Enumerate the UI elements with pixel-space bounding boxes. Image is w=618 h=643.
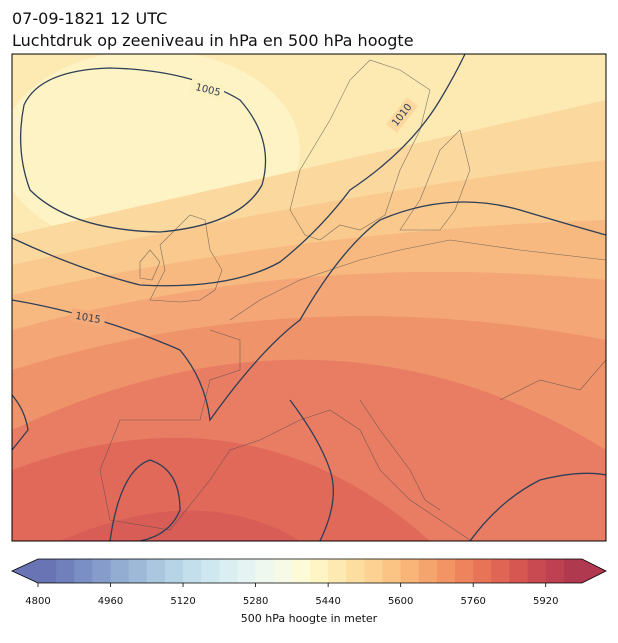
coastline [229,239,606,321]
colorbar-extend-low [12,559,38,583]
map-title: Luchtdruk op zeeniveau in hPa en 500 hPa… [12,31,414,50]
colorbar-bin [346,559,365,583]
colorbar-bin [400,559,420,583]
colorbar-bin [164,559,184,583]
colorbar-extend-high [582,559,606,583]
coastline [99,329,471,541]
contour-label-bg [70,308,106,328]
colorbar-tick-label: 5920 [533,596,558,607]
colorbar-bin [310,559,329,583]
coastline [149,214,223,303]
contour-label-bg [386,97,418,133]
colorbar-bin [237,559,257,583]
colorbar-bin [201,559,220,583]
field-band [12,437,430,541]
map-frame [11,53,607,542]
field-band [60,510,300,541]
colorbar-bin [74,559,93,583]
date-title: 07-09-1821 12 UTC [12,9,167,28]
colorbar-bin [545,559,565,583]
colorbar-outline [11,558,607,584]
colorbar-bin [273,559,293,583]
colorbar-bin [455,559,474,583]
colorbar-label: 500 hPa hoogte in meter [241,612,378,625]
coastline [139,249,161,281]
colorbar-bin [364,559,384,583]
coastline [399,129,471,231]
colorbar-bin [219,559,238,583]
colorbar-bin [436,559,456,583]
isobar [109,459,181,541]
isobar [12,54,466,287]
colorbar-bin [56,559,75,583]
map: 1005 1010 1015 [12,54,606,541]
colorbar-bin [146,559,166,583]
colorbar-bin [509,559,529,583]
colorbar-bin [128,559,148,583]
isobar [12,201,606,422]
colorbar-tick-label: 4960 [98,596,123,607]
colorbar-tick-label: 5280 [243,596,268,607]
isobar [289,399,334,541]
isobar [12,394,29,451]
coastline [289,59,431,241]
colorbar-bin [291,559,311,583]
contour-label-bg [189,77,226,100]
coastline [359,399,441,511]
colorbar-bin [255,559,275,583]
colorbar-bin [563,559,583,583]
colorbar-tick-label: 5440 [315,596,340,607]
colorbar-bin [110,559,130,583]
coastline [499,359,606,401]
colorbar-bin [473,559,492,583]
colorbar: 4800 4960 5120 5280 5440 5600 5760 5920 [11,558,607,607]
colorbar-bin [527,559,547,583]
colorbar-tick-label: 5760 [460,596,485,607]
contour-label: 1015 [74,311,101,326]
colorbar-tick-label: 4800 [25,596,50,607]
colorbar-tick-label: 5600 [388,596,413,607]
colorbar-bin [418,559,438,583]
isobar [19,67,267,233]
colorbar-bin [183,559,202,583]
colorbar-tick-label: 5120 [170,596,195,607]
colorbar-bin [92,559,112,583]
colorbar-bin [328,559,347,583]
colorbar-bin [382,559,402,583]
isobar [469,472,606,541]
colorbar-bin [491,559,510,583]
colorbar-bin [38,559,57,583]
